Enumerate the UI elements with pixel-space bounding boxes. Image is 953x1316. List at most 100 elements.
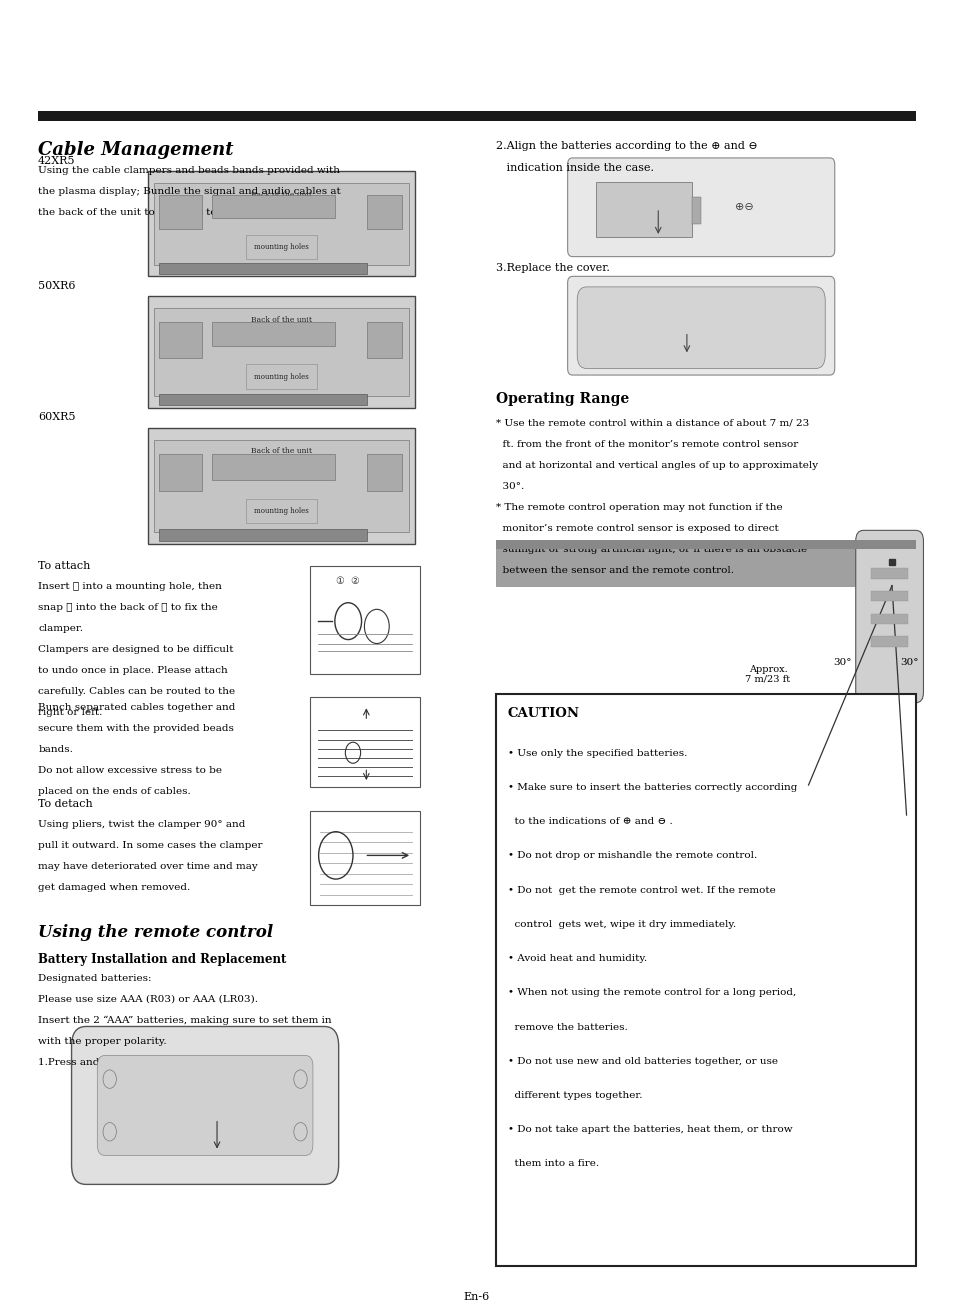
Text: bands.: bands. <box>38 745 73 754</box>
Text: with the proper polarity.: with the proper polarity. <box>38 1037 167 1046</box>
FancyBboxPatch shape <box>855 530 923 703</box>
Text: Operating Range: Operating Range <box>496 392 629 407</box>
Bar <box>159 322 202 358</box>
Text: to undo once in place. Please attach: to undo once in place. Please attach <box>38 666 228 675</box>
Text: 30°.: 30°. <box>496 482 524 491</box>
Text: control  gets wet, wipe it dry immediately.: control gets wet, wipe it dry immediatel… <box>507 920 735 929</box>
Text: clamper.: clamper. <box>38 624 83 633</box>
Text: • When not using the remote control for a long period,: • When not using the remote control for … <box>507 988 795 998</box>
Text: get damaged when removed.: get damaged when removed. <box>38 883 191 892</box>
Text: Please use size AAA (R03) or AAA (LR03).: Please use size AAA (R03) or AAA (LR03). <box>38 995 258 1004</box>
Bar <box>596 182 691 237</box>
Bar <box>153 183 409 265</box>
Bar <box>159 454 202 491</box>
Text: Cable Management: Cable Management <box>38 141 233 159</box>
Text: • Do not use new and old batteries together, or use: • Do not use new and old batteries toget… <box>507 1057 777 1066</box>
Text: 2.Align the batteries according to the ⊕ and ⊖: 2.Align the batteries according to the ⊕… <box>496 141 757 151</box>
Bar <box>310 566 419 674</box>
Text: monitor’s remote control sensor is exposed to direct: monitor’s remote control sensor is expos… <box>496 524 778 533</box>
Bar <box>159 195 202 229</box>
Bar <box>310 697 419 787</box>
Bar <box>496 540 915 586</box>
Text: 3.Replace the cover.: 3.Replace the cover. <box>496 263 609 274</box>
Text: mounting holes: mounting holes <box>253 243 309 251</box>
Text: mounting holes: mounting holes <box>253 372 309 380</box>
Text: ①  ②: ① ② <box>336 576 359 587</box>
Bar <box>38 111 915 121</box>
Bar <box>148 296 415 408</box>
Text: Insert the 2 “AAA” batteries, making sure to set them in: Insert the 2 “AAA” batteries, making sur… <box>38 1016 332 1025</box>
Text: pull it outward. In some cases the clamper: pull it outward. In some cases the clamp… <box>38 841 262 850</box>
Text: secure them with the provided beads: secure them with the provided beads <box>38 724 233 733</box>
FancyBboxPatch shape <box>71 1026 338 1184</box>
Text: To attach: To attach <box>38 561 91 571</box>
Text: sunlight or strong artificial light, or if there is an obstacle: sunlight or strong artificial light, or … <box>496 545 806 554</box>
Text: • Avoid heat and humidity.: • Avoid heat and humidity. <box>507 954 646 963</box>
Text: placed on the ends of cables.: placed on the ends of cables. <box>38 787 191 796</box>
Bar <box>870 613 907 624</box>
Bar <box>158 395 367 405</box>
FancyBboxPatch shape <box>97 1055 313 1155</box>
Text: 50XR6: 50XR6 <box>38 280 75 291</box>
Text: 30°: 30° <box>832 658 851 667</box>
FancyBboxPatch shape <box>567 276 834 375</box>
Text: Clampers are designed to be difficult: Clampers are designed to be difficult <box>38 645 233 654</box>
Text: Back of the unit: Back of the unit <box>251 316 312 324</box>
Text: may have deteriorated over time and may: may have deteriorated over time and may <box>38 862 257 871</box>
Text: 1.Press and open the cover.: 1.Press and open the cover. <box>38 1058 183 1067</box>
Text: Insert ① into a mounting hole, then: Insert ① into a mounting hole, then <box>38 582 222 591</box>
Bar <box>367 195 401 229</box>
Bar <box>158 263 367 274</box>
Bar <box>310 811 419 905</box>
FancyBboxPatch shape <box>567 158 834 257</box>
Bar <box>212 322 335 346</box>
Bar <box>496 540 915 549</box>
Text: Do not allow excessive stress to be: Do not allow excessive stress to be <box>38 766 222 775</box>
Text: between the sensor and the remote control.: between the sensor and the remote contro… <box>496 566 733 575</box>
Text: • Do not drop or mishandle the remote control.: • Do not drop or mishandle the remote co… <box>507 851 756 861</box>
Text: 42XR5: 42XR5 <box>38 155 75 166</box>
Text: mounting holes: mounting holes <box>253 507 309 515</box>
Text: • Do not take apart the batteries, heat them, or throw: • Do not take apart the batteries, heat … <box>507 1125 791 1134</box>
Bar <box>870 637 907 647</box>
Text: ft. from the front of the monitor’s remote control sensor: ft. from the front of the monitor’s remo… <box>496 440 798 449</box>
Text: En-6: En-6 <box>463 1292 490 1303</box>
Text: * Use the remote control within a distance of about 7 m/ 23: * Use the remote control within a distan… <box>496 418 808 428</box>
Text: To detach: To detach <box>38 799 92 809</box>
Text: CAUTION: CAUTION <box>507 707 578 720</box>
Text: different types together.: different types together. <box>507 1091 641 1100</box>
Text: Using the remote control: Using the remote control <box>38 924 274 941</box>
Text: remove the batteries.: remove the batteries. <box>507 1023 627 1032</box>
Text: Approx.
7 m/23 ft: Approx. 7 m/23 ft <box>744 665 790 684</box>
Bar <box>367 322 401 358</box>
Text: 30°: 30° <box>899 658 918 667</box>
Text: the plasma display; Bundle the signal and audio cables at: the plasma display; Bundle the signal an… <box>38 187 340 196</box>
Text: • Make sure to insert the batteries correctly according: • Make sure to insert the batteries corr… <box>507 783 796 792</box>
Text: • Use only the specified batteries.: • Use only the specified batteries. <box>507 749 686 758</box>
Bar <box>496 694 915 1266</box>
Text: ⊕⊖: ⊕⊖ <box>734 201 753 212</box>
Text: • Do not  get the remote control wet. If the remote: • Do not get the remote control wet. If … <box>507 886 775 895</box>
Bar <box>212 454 335 480</box>
Bar <box>212 195 335 218</box>
Text: the back of the unit to  connect to the display.: the back of the unit to connect to the d… <box>38 208 279 217</box>
Text: Bunch separated cables together and: Bunch separated cables together and <box>38 703 235 712</box>
Text: Back of the unit: Back of the unit <box>251 191 312 199</box>
Text: them into a fire.: them into a fire. <box>507 1159 598 1169</box>
Text: carefully. Cables can be routed to the: carefully. Cables can be routed to the <box>38 687 235 696</box>
Bar <box>691 197 700 224</box>
Bar <box>153 308 409 396</box>
Bar <box>148 171 415 276</box>
Text: snap ② into the back of ① to fix the: snap ② into the back of ① to fix the <box>38 603 217 612</box>
Text: * The remote control operation may not function if the: * The remote control operation may not f… <box>496 503 781 512</box>
Text: Using the cable clampers and beads bands provided with: Using the cable clampers and beads bands… <box>38 166 340 175</box>
Text: and at horizontal and vertical angles of up to approximately: and at horizontal and vertical angles of… <box>496 461 818 470</box>
Bar <box>870 591 907 601</box>
Bar <box>870 569 907 579</box>
Text: indication inside the case.: indication inside the case. <box>496 163 654 174</box>
Bar <box>148 428 415 544</box>
Bar <box>153 440 409 532</box>
Text: Using pliers, twist the clamper 90° and: Using pliers, twist the clamper 90° and <box>38 820 245 829</box>
Bar <box>158 529 367 541</box>
Text: Back of the unit: Back of the unit <box>251 447 312 455</box>
